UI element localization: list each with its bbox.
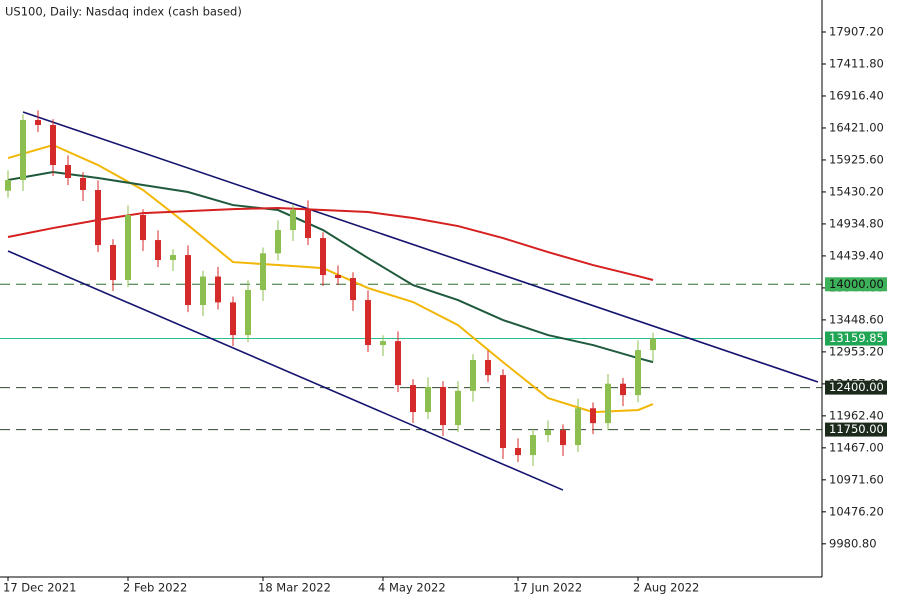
candle-body bbox=[335, 275, 341, 279]
candle-body bbox=[35, 120, 41, 125]
y-tick-label: 15430.20 bbox=[829, 184, 884, 198]
candle-body bbox=[440, 386, 446, 426]
candle-body bbox=[230, 302, 236, 336]
level-label: 14000.00 bbox=[829, 277, 884, 291]
candle-body bbox=[470, 360, 476, 391]
level-label: 12400.00 bbox=[829, 380, 884, 394]
candle-body bbox=[620, 383, 626, 396]
candle-body bbox=[560, 430, 566, 446]
chart-title: US100, Daily: Nasdaq index (cash based) bbox=[5, 5, 242, 19]
candle-body bbox=[305, 210, 311, 239]
trendline bbox=[22, 111, 819, 383]
candle-body bbox=[545, 430, 551, 436]
candle-body bbox=[20, 120, 26, 181]
candle-body bbox=[170, 255, 176, 261]
moving-average bbox=[7, 143, 654, 414]
level-label: 11750.00 bbox=[829, 422, 884, 436]
x-tick-label: 2 Feb 2022 bbox=[123, 581, 187, 595]
candle-body bbox=[590, 408, 596, 424]
y-tick-label: 15925.60 bbox=[829, 152, 884, 166]
level-label-box bbox=[825, 422, 887, 437]
moving-average bbox=[7, 207, 654, 281]
candle-body bbox=[410, 385, 416, 413]
candle-body bbox=[215, 276, 221, 303]
candle-body bbox=[380, 341, 386, 346]
candle-body bbox=[395, 341, 401, 386]
y-tick-label: 16916.40 bbox=[829, 88, 884, 102]
y-tick-label: 10476.20 bbox=[829, 504, 884, 518]
candle-body bbox=[110, 245, 116, 281]
y-tick-label: 16421.00 bbox=[829, 120, 884, 134]
y-tick-label: 17411.80 bbox=[829, 56, 884, 70]
candle-body bbox=[530, 435, 536, 456]
candle-body bbox=[350, 278, 356, 301]
candle-body bbox=[320, 238, 326, 276]
x-tick-label: 17 Dec 2021 bbox=[3, 581, 76, 595]
candle-body bbox=[200, 276, 206, 306]
candle-body bbox=[65, 165, 71, 179]
level-label-box bbox=[825, 331, 887, 346]
y-tick-label: 14439.40 bbox=[829, 248, 884, 262]
moving-average bbox=[7, 171, 654, 364]
candle-body bbox=[425, 386, 431, 413]
x-tick-label: 18 Mar 2022 bbox=[258, 581, 331, 595]
candle-body bbox=[155, 240, 161, 261]
candle-body bbox=[245, 290, 251, 336]
candle-body bbox=[185, 255, 191, 306]
level-label-box bbox=[825, 380, 887, 395]
candle-body bbox=[80, 178, 86, 191]
candle-body bbox=[140, 215, 146, 241]
y-tick-label: 11467.00 bbox=[829, 440, 884, 454]
y-tick-label: 13448.60 bbox=[829, 312, 884, 326]
candle-body bbox=[290, 210, 296, 231]
y-tick-label: 11962.40 bbox=[829, 408, 884, 422]
candle-body bbox=[5, 180, 11, 191]
y-tick-label: 9980.80 bbox=[829, 536, 877, 550]
candle-body bbox=[500, 375, 506, 449]
x-tick-label: 2 Aug 2022 bbox=[633, 581, 699, 595]
candle-body bbox=[275, 230, 281, 254]
y-tick-label: 12953.20 bbox=[829, 344, 884, 358]
candle-body bbox=[50, 124, 56, 166]
candle-body bbox=[650, 338, 656, 351]
candle-body bbox=[485, 360, 491, 376]
level-label-box bbox=[825, 277, 887, 292]
x-tick-label: 4 May 2022 bbox=[378, 581, 446, 595]
candle-body bbox=[260, 253, 266, 291]
level-label: 13159.85 bbox=[829, 331, 884, 345]
candle-body bbox=[575, 408, 581, 446]
candle-body bbox=[635, 350, 641, 396]
plot-area bbox=[0, 110, 822, 491]
candle-body bbox=[365, 300, 371, 346]
candle-body bbox=[125, 215, 131, 281]
candle-body bbox=[455, 390, 461, 426]
y-tick-label: 10971.60 bbox=[829, 472, 884, 486]
y-tick-label: 17907.20 bbox=[829, 25, 884, 39]
x-tick-label: 17 Jun 2022 bbox=[513, 581, 582, 595]
y-tick-label: 14934.80 bbox=[829, 216, 884, 230]
candle-body bbox=[515, 448, 521, 456]
candle-body bbox=[605, 383, 611, 424]
trendline bbox=[7, 250, 564, 491]
candle-body bbox=[95, 190, 101, 246]
